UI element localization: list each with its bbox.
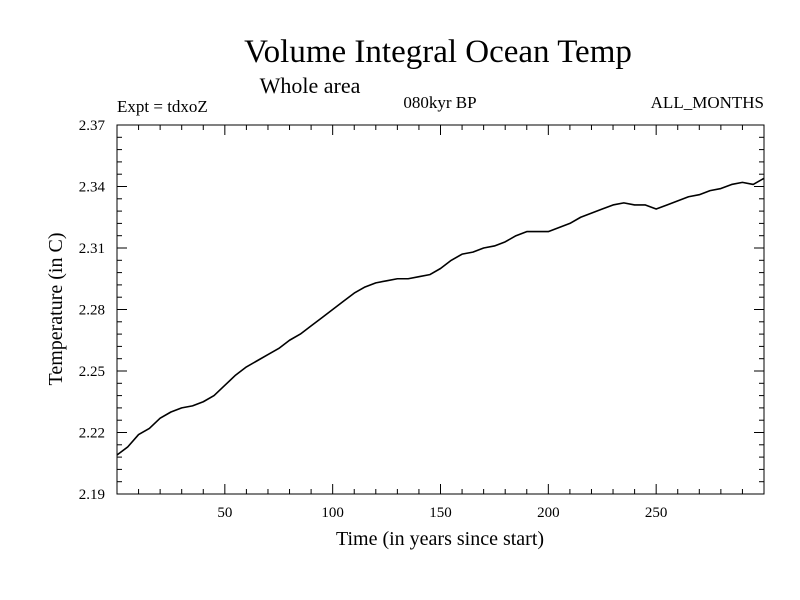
experiment-label: Expt = tdxoZ xyxy=(117,97,208,116)
x-axis-label: Time (in years since start) xyxy=(336,528,544,550)
months-label: ALL_MONTHS xyxy=(651,93,764,112)
y-tick-label: 2.22 xyxy=(79,426,105,442)
y-tick-label: 2.19 xyxy=(79,487,105,503)
y-tick-label: 2.25 xyxy=(79,364,105,380)
x-tick-label: 150 xyxy=(429,505,452,521)
y-tick-label: 2.31 xyxy=(79,241,105,257)
chart-subtitle: Whole area xyxy=(260,73,361,98)
series-line xyxy=(116,177,765,456)
axis-ticks xyxy=(117,125,764,494)
plot-area-frame xyxy=(116,124,765,495)
x-tick-label: 100 xyxy=(321,505,344,521)
y-axis-label: Temperature (in C) xyxy=(45,233,67,386)
x-tick-label: 200 xyxy=(537,505,560,521)
x-tick-label: 250 xyxy=(645,505,668,521)
y-tick-label: 2.34 xyxy=(79,180,106,196)
y-tick-label: 2.37 xyxy=(79,118,106,134)
x-tick-label: 50 xyxy=(217,505,232,521)
y-tick-label: 2.28 xyxy=(79,303,105,319)
chart-title: Volume Integral Ocean Temp xyxy=(244,34,632,70)
x-axis-tick-labels: 50 100 150 200 250 xyxy=(217,505,667,521)
period-label: 080kyr BP xyxy=(403,93,476,112)
y-axis-tick-labels: 2.19 2.22 2.25 2.28 2.31 2.34 2.37 xyxy=(79,118,106,503)
